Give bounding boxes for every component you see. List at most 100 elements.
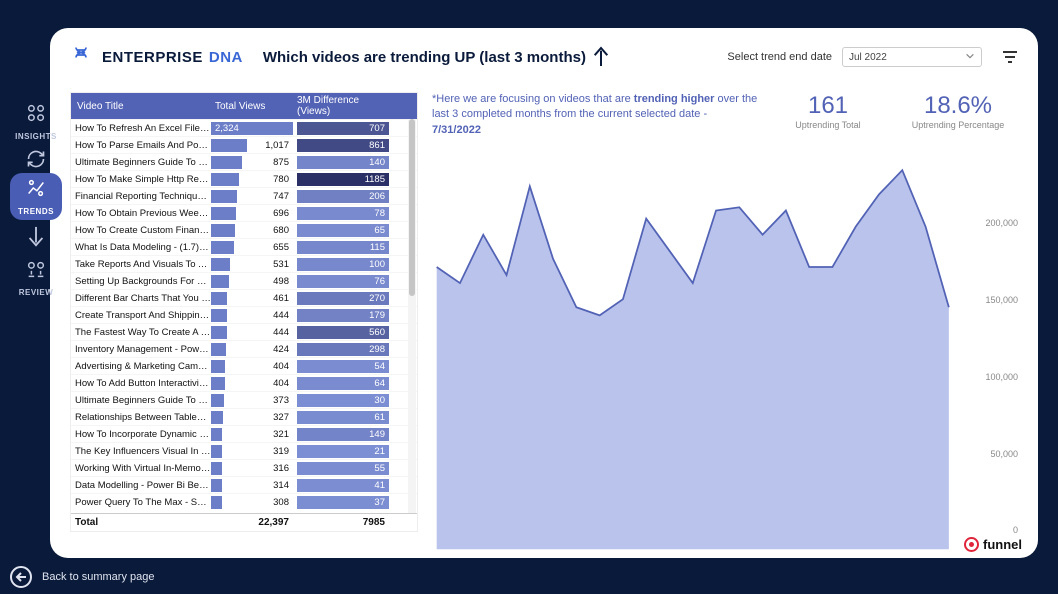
cell-diff: 30: [297, 393, 389, 408]
table-row[interactable]: Working With Virtual In-Memor...316 55: [71, 459, 417, 476]
video-table: Video Title Total Views 3M Difference (V…: [70, 92, 418, 532]
total-views: 22,397: [211, 517, 293, 528]
cell-diff: 206: [297, 189, 389, 204]
table-row[interactable]: How To Make Simple Http Requ...7801185: [71, 170, 417, 187]
arrow-up-icon: [592, 46, 610, 68]
funnel-dot-icon: [964, 537, 979, 552]
sidebar-item-label: TRENDS: [18, 207, 54, 216]
cell-views: 780: [211, 172, 293, 187]
cell-views: 321: [211, 427, 293, 442]
total-diff: 7985: [297, 517, 389, 528]
table-row[interactable]: Financial Reporting Techniques ...747 206: [71, 187, 417, 204]
cell-title: Create Transport And Shipping ...: [71, 310, 211, 321]
sidebar-item-label: INSIGHTS: [15, 132, 57, 141]
back-button[interactable]: [10, 566, 32, 588]
cell-diff: 76: [297, 274, 389, 289]
table-row[interactable]: The Key Influencers Visual In Po...31921: [71, 442, 417, 459]
cell-title: Advertising & Marketing Campa...: [71, 361, 211, 372]
cell-views: 875: [211, 155, 293, 170]
table-row[interactable]: Advertising & Marketing Campa...40454: [71, 357, 417, 374]
table-row[interactable]: Inventory Management - Power...424298: [71, 340, 417, 357]
sidebar-item-trends[interactable]: TRENDS: [10, 173, 62, 220]
refresh-icon[interactable]: [21, 149, 51, 169]
cell-diff: 1185: [297, 172, 389, 187]
cell-title: How To Add Button Interactivity...: [71, 378, 211, 389]
page-title: Which videos are trending UP (last 3 mon…: [263, 46, 610, 68]
brand-name-2: DNA: [209, 49, 243, 66]
table-row[interactable]: Take Reports And Visuals To An...531100: [71, 255, 417, 272]
trend-end-date-select[interactable]: Jul 2022: [842, 47, 982, 67]
col-total-views[interactable]: Total Views: [211, 101, 293, 112]
table-row[interactable]: Relationships Between Tables - (...32761: [71, 408, 417, 425]
table-row[interactable]: Ultimate Beginners Guide To Po...37330: [71, 391, 417, 408]
back-label[interactable]: Back to summary page: [42, 571, 155, 583]
cell-title: The Fastest Way To Create A Co...: [71, 327, 211, 338]
cell-title: How To Refresh An Excel File In ...: [71, 123, 211, 134]
cell-views: 531: [211, 257, 293, 272]
scrollbar[interactable]: [408, 119, 416, 513]
table-body: How To Refresh An Excel File In ...2,324…: [71, 119, 417, 513]
table-row[interactable]: How To Add Button Interactivity...404 64: [71, 374, 417, 391]
cell-title: Financial Reporting Techniques ...: [71, 191, 211, 202]
cell-diff: 55: [297, 461, 389, 476]
cell-views: 1,017: [211, 138, 293, 153]
total-label: Total: [71, 517, 211, 528]
cell-views: 444: [211, 308, 293, 323]
cell-views: 404: [211, 376, 293, 391]
cell-views: 747: [211, 189, 293, 204]
review-icon: [24, 258, 48, 286]
table-row[interactable]: What Is Data Modeling - (1.7) Ul...65511…: [71, 238, 417, 255]
cell-diff: 560: [297, 325, 389, 340]
col-diff[interactable]: 3M Difference (Views): [293, 95, 385, 117]
cell-diff: 179: [297, 308, 389, 323]
table-row[interactable]: Setting Up Backgrounds For Po...49876: [71, 272, 417, 289]
table-row[interactable]: How To Incorporate Dynamic C...321149: [71, 425, 417, 442]
table-row[interactable]: Create Transport And Shipping ...444 179: [71, 306, 417, 323]
table-row[interactable]: How To Parse Emails And Popul...1,017861: [71, 136, 417, 153]
table-row[interactable]: How To Create Custom Financial...68065: [71, 221, 417, 238]
table-row[interactable]: Data Modelling - Power Bi Best ...31441: [71, 476, 417, 493]
cell-title: Working With Virtual In-Memor...: [71, 463, 211, 474]
table-row[interactable]: How To Refresh An Excel File In ...2,324…: [71, 119, 417, 136]
description: *Here we are focusing on videos that are…: [432, 92, 758, 138]
cell-title: Inventory Management - Power...: [71, 344, 211, 355]
funnel-text: funnel: [983, 537, 1022, 552]
main-panel: ENTERPRISE DNA Which videos are trending…: [50, 28, 1038, 558]
cell-diff: 65: [297, 223, 389, 238]
sidebar-item-insights[interactable]: INSIGHTS: [10, 98, 62, 145]
table-row[interactable]: The Fastest Way To Create A Co...444 560: [71, 323, 417, 340]
date-value: Jul 2022: [849, 52, 887, 63]
brand-dna-icon: [70, 45, 92, 70]
uptrending-pct-value: 18.6%: [898, 92, 1018, 120]
cell-title: What Is Data Modeling - (1.7) Ul...: [71, 242, 211, 253]
date-label: Select trend end date: [727, 51, 832, 63]
footer: Back to summary page: [10, 566, 155, 588]
cell-views: 314: [211, 478, 293, 493]
cell-title: Power Query To The Max - Splitt...: [71, 497, 211, 508]
cell-diff: 140: [297, 155, 389, 170]
trend-chart: 050,000100,000150,000200,000: [432, 146, 1018, 573]
funnel-logo: funnel: [964, 537, 1022, 552]
table-row[interactable]: Power Query To The Max - Splitt...30837: [71, 493, 417, 510]
cell-diff: 707: [297, 121, 389, 136]
table-row[interactable]: Ultimate Beginners Guide To Po...875140: [71, 153, 417, 170]
uptrending-total-value: 161: [768, 92, 888, 120]
uptrending-total-label: Uptrending Total: [768, 120, 888, 130]
col-video-title[interactable]: Video Title: [71, 101, 211, 112]
insights-icon: [24, 102, 48, 130]
stat-total: 161 Uptrending Total: [768, 92, 888, 138]
top-stats: *Here we are focusing on videos that are…: [432, 92, 1018, 138]
cell-views: 316: [211, 461, 293, 476]
cell-views: 444: [211, 325, 293, 340]
cell-diff: 270: [297, 291, 389, 306]
table-row[interactable]: How To Obtain Previous Week V...69678: [71, 204, 417, 221]
cell-views: 655: [211, 240, 293, 255]
filter-icon[interactable]: [1002, 49, 1018, 65]
scrollbar-thumb[interactable]: [409, 119, 415, 296]
cell-title: The Key Influencers Visual In Po...: [71, 446, 211, 457]
sidebar-item-review[interactable]: REVIEW: [10, 254, 62, 301]
cell-views: 696: [211, 206, 293, 221]
table-header: Video Title Total Views 3M Difference (V…: [71, 93, 417, 119]
cell-diff: 64: [297, 376, 389, 391]
table-row[interactable]: Different Bar Charts That You Ca...46127…: [71, 289, 417, 306]
